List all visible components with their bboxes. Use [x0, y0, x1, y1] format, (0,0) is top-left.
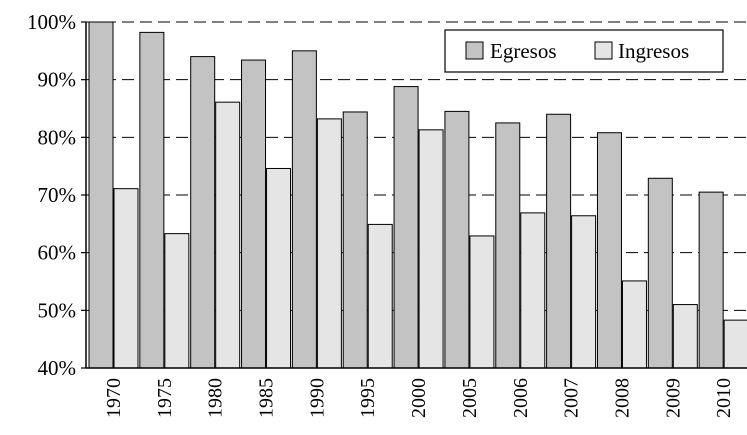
y-tick-label: 100%	[27, 10, 76, 34]
y-tick-labels: 40% 50% 60% 70% 80% 90% 100%	[27, 10, 86, 380]
x-tick-label: 1980	[205, 378, 227, 418]
bar-egresos-1995	[342, 111, 368, 369]
bar-ingresos-2005	[469, 235, 495, 369]
bar-ingresos-1975	[164, 233, 190, 369]
x-tick-label: 1995	[357, 378, 379, 418]
x-tick-label: 2010	[713, 378, 735, 418]
bar-ingresos-1990	[316, 118, 342, 369]
bar-egresos-1985	[241, 59, 267, 369]
bar-ingresos-2009	[672, 304, 698, 369]
bar-egresos-1980	[190, 56, 216, 369]
bar-ingresos-2000	[418, 129, 444, 369]
bar-egresos-2010	[698, 191, 724, 369]
legend-label-egresos: Egresos	[490, 39, 557, 63]
x-tick-label: 1975	[154, 378, 176, 418]
legend: Egresos Ingresos	[444, 29, 724, 73]
y-tick-label: 60%	[38, 241, 77, 265]
bar-ingresos-2010	[723, 319, 747, 369]
legend-box	[444, 29, 724, 73]
x-tick-label: 1990	[306, 378, 328, 418]
bar-ingresos-1980	[215, 101, 241, 369]
bar-egresos-1975	[139, 31, 165, 369]
bar-ingresos-1970	[113, 188, 139, 369]
bar-ingresos-2006	[520, 212, 546, 369]
bar-ingresos-2008	[621, 280, 647, 369]
bar-egresos-2006	[495, 122, 521, 369]
x-tick-label: 1970	[103, 378, 125, 418]
x-tick-label: 1985	[256, 378, 278, 418]
x-tick-label: 2009	[662, 378, 684, 418]
y-tick-label: 90%	[38, 68, 77, 92]
bar-egresos-1990	[291, 50, 317, 369]
y-tick-label: 70%	[38, 183, 77, 207]
bar-egresos-2007	[546, 113, 572, 369]
bar-egresos-2008	[596, 132, 622, 369]
x-tick-label: 2008	[611, 378, 633, 418]
y-tick-label: 80%	[38, 125, 77, 149]
bar-egresos-2005	[444, 110, 470, 369]
x-tick-label: 2007	[561, 378, 583, 418]
bar-egresos-2000	[393, 86, 419, 369]
bar-ingresos-1995	[367, 223, 393, 369]
x-tick-label: 2005	[459, 378, 481, 418]
legend-swatch-ingresos	[594, 41, 613, 60]
legend-label-ingresos: Ingresos	[618, 39, 689, 63]
y-tick-label: 40%	[38, 356, 77, 380]
y-tick-label: 50%	[38, 298, 77, 322]
x-tick-labels: 1970 1975 1980 1985 1990 1995 2000 2005 2006 2007…	[103, 378, 735, 418]
x-tick-label: 2006	[510, 378, 532, 418]
bar-egresos-2009	[647, 177, 673, 369]
legend-swatch-egresos	[465, 41, 484, 60]
bars	[88, 21, 747, 369]
bar-ingresos-2007	[571, 215, 597, 369]
x-tick-label: 2000	[408, 378, 430, 418]
bar-egresos-1970	[88, 21, 114, 369]
bar-ingresos-1985	[266, 167, 292, 369]
